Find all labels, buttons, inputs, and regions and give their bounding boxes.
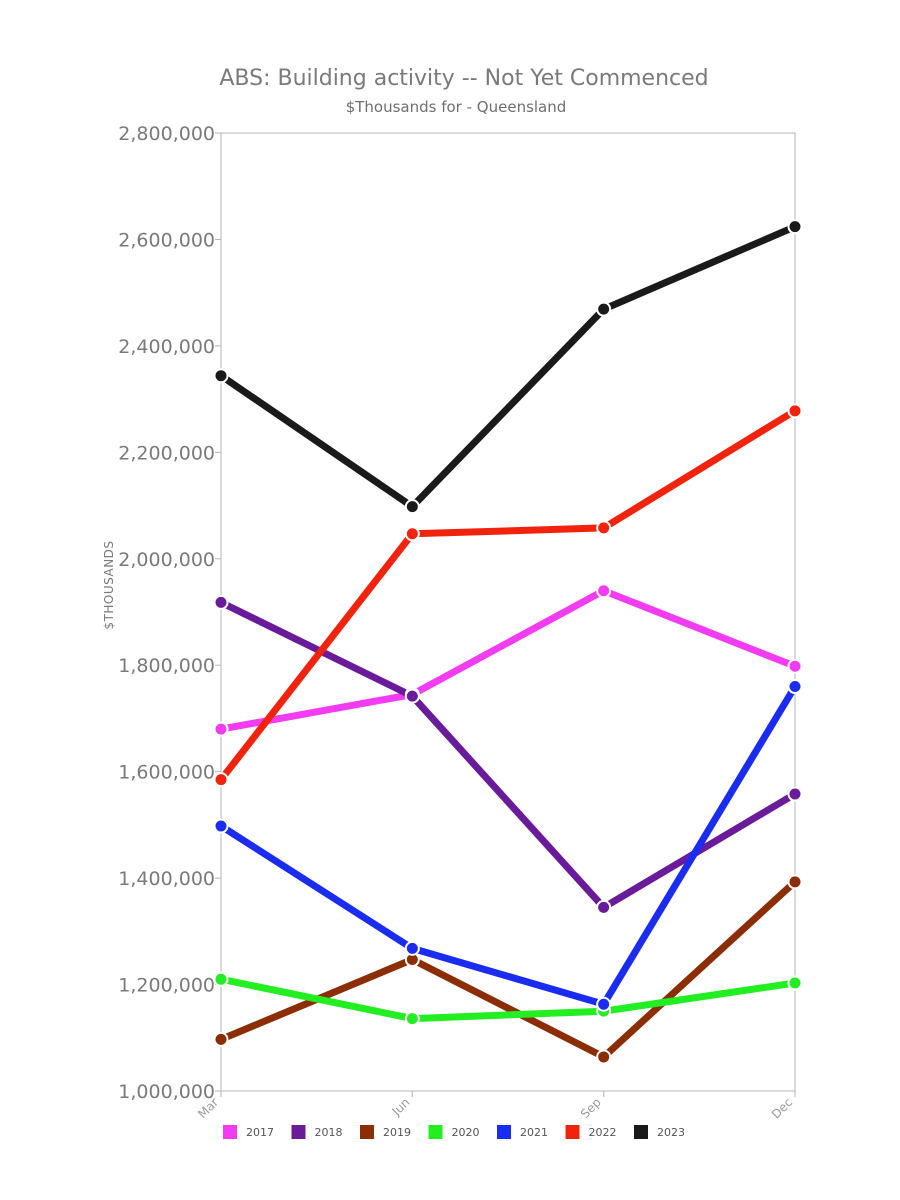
legend-swatch (223, 1125, 237, 1139)
x-tick-label: Dec (769, 1095, 795, 1121)
y-tick-label: 2,800,000 (118, 123, 215, 145)
legend-swatch (634, 1125, 648, 1139)
data-point-2020 (787, 975, 803, 991)
series-line-2022 (217, 407, 799, 784)
y-tick-label: 1,800,000 (118, 655, 215, 677)
legend-item-2022: 2022 (565, 1125, 617, 1139)
data-point-2019 (213, 1031, 229, 1047)
chart-title: ABS: Building activity -- Not Yet Commen… (219, 66, 708, 91)
legend-swatch (291, 1125, 306, 1139)
y-tick-label: 1,400,000 (118, 868, 215, 890)
legend-label: 2019 (383, 1126, 411, 1139)
data-point-2017 (596, 583, 612, 599)
series-line-2020 (217, 975, 799, 1023)
legend-label: 2018 (315, 1126, 343, 1139)
data-point-2022 (787, 403, 803, 419)
legend: 2017 2018 2019 2020 2021 2022 2023 (223, 1125, 685, 1139)
y-tick-label: 2,600,000 (118, 229, 215, 251)
series-points (213, 219, 803, 1065)
y-tick-label: 2,000,000 (118, 549, 215, 571)
data-point-2017 (213, 721, 229, 737)
data-point-2021 (596, 996, 612, 1012)
legend-swatch (497, 1125, 511, 1139)
plot-area-border (220, 132, 796, 1092)
series-line-2017 (217, 587, 799, 733)
series-line-2019 (217, 878, 799, 1061)
legend-label: 2023 (657, 1126, 685, 1139)
data-point-2017 (787, 658, 803, 674)
data-point-2018 (787, 786, 803, 802)
data-point-2022 (404, 526, 420, 542)
y-axis-label: $THOUSANDS (102, 540, 116, 629)
x-tick-label: Jun (389, 1095, 413, 1119)
data-point-2023 (787, 219, 803, 235)
y-axis-ticks: 1,000,000 1,200,000 1,400,000 1,600,000 1,80… (118, 123, 221, 1103)
legend-item-2023: 2023 (634, 1125, 685, 1139)
data-point-2022 (213, 772, 229, 788)
x-axis-ticks: Mar Jun Sep Dec (195, 1091, 796, 1122)
data-point-2023 (213, 368, 229, 384)
legend-item-2021: 2021 (497, 1125, 548, 1139)
data-point-2018 (596, 899, 612, 915)
y-tick-label: 1,600,000 (118, 762, 215, 784)
legend-item-2017: 2017 (223, 1125, 274, 1139)
data-point-2018 (404, 688, 420, 704)
data-point-2019 (596, 1049, 612, 1065)
legend-swatch (428, 1125, 443, 1139)
legend-item-2020: 2020 (428, 1125, 480, 1139)
data-point-2021 (787, 679, 803, 695)
series-line-2023 (217, 223, 799, 511)
legend-swatch (360, 1125, 374, 1139)
legend-label: 2022 (589, 1126, 617, 1139)
series-lines (217, 223, 799, 1061)
data-point-2019 (787, 874, 803, 890)
series-line-2018 (217, 598, 799, 911)
data-point-2018 (213, 594, 229, 610)
legend-label: 2020 (452, 1126, 480, 1139)
legend-item-2018: 2018 (291, 1125, 343, 1139)
chart-subtitle: $Thousands for - Queensland (346, 98, 567, 116)
data-point-2020 (213, 971, 229, 987)
data-point-2022 (596, 520, 612, 536)
data-point-2021 (213, 818, 229, 834)
data-point-2023 (404, 499, 420, 515)
y-tick-label: 2,200,000 (118, 442, 215, 464)
legend-item-2019: 2019 (360, 1125, 411, 1139)
data-point-2020 (404, 1011, 420, 1027)
legend-label: 2017 (246, 1126, 274, 1139)
data-point-2023 (596, 301, 612, 317)
x-tick-label: Sep (578, 1095, 604, 1121)
y-tick-label: 2,400,000 (118, 336, 215, 358)
data-point-2021 (404, 940, 420, 956)
legend-label: 2021 (520, 1126, 548, 1139)
y-tick-label: 1,000,000 (118, 1081, 215, 1103)
legend-swatch (565, 1125, 580, 1139)
series-line-2021 (217, 683, 799, 1008)
y-tick-label: 1,200,000 (118, 975, 215, 997)
